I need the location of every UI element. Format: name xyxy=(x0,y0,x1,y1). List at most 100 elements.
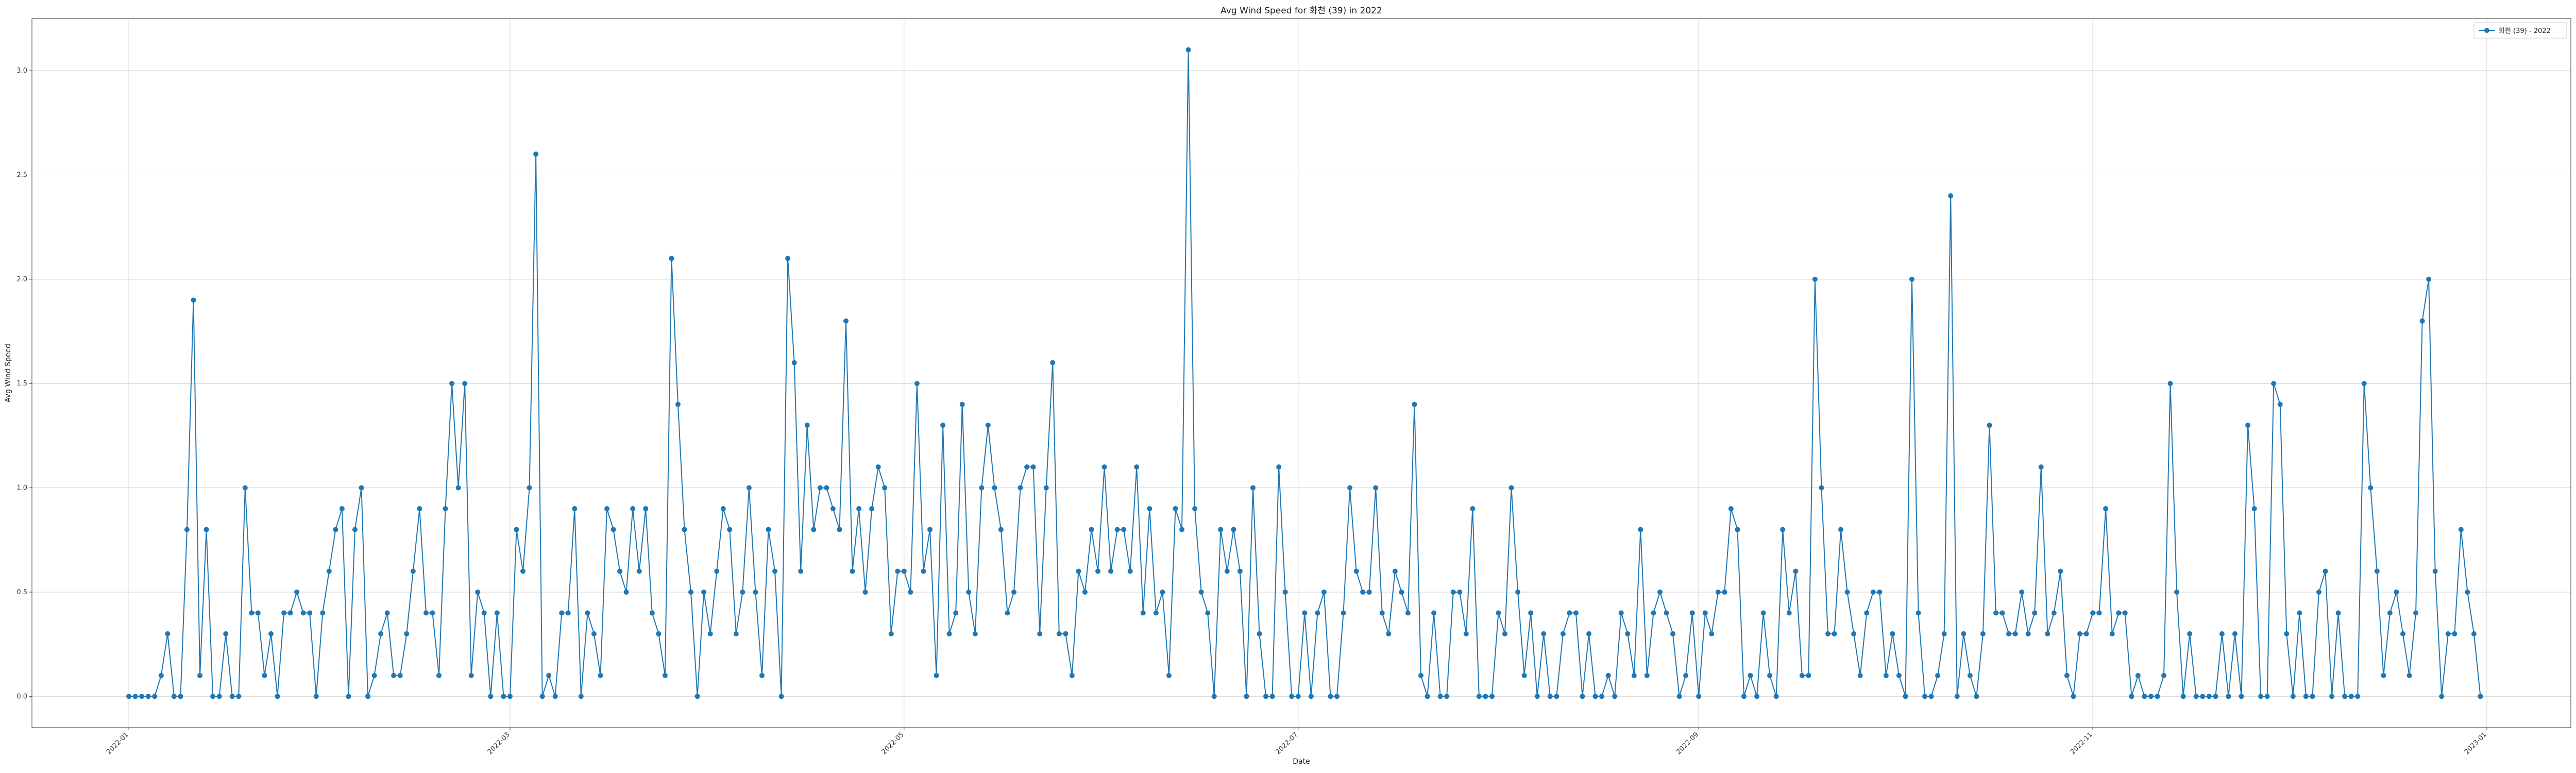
data-point xyxy=(1018,485,1023,491)
data-point xyxy=(1076,568,1081,574)
data-point xyxy=(1366,589,1372,595)
data-point xyxy=(940,423,946,428)
data-point xyxy=(1160,589,1165,595)
data-point xyxy=(1050,360,1056,365)
data-point xyxy=(430,610,435,616)
data-point xyxy=(1231,527,1236,532)
data-point xyxy=(1308,694,1314,699)
data-point xyxy=(824,485,829,491)
data-point xyxy=(436,673,442,678)
data-point xyxy=(229,694,235,699)
data-point xyxy=(520,568,526,574)
data-point xyxy=(1702,610,1708,616)
y-tick-label: 2.5 xyxy=(16,172,27,179)
legend-label: 화천 (39) - 2022 xyxy=(2499,27,2551,35)
data-point xyxy=(649,610,655,616)
data-point xyxy=(2251,506,2257,512)
data-point xyxy=(817,485,823,491)
data-point xyxy=(1838,527,1844,532)
data-point xyxy=(998,527,1004,532)
data-point xyxy=(1063,631,1069,636)
data-point xyxy=(191,297,196,303)
data-point xyxy=(333,527,338,532)
data-point xyxy=(1218,527,1224,532)
data-point xyxy=(2135,673,2141,678)
data-point xyxy=(617,568,623,574)
data-point xyxy=(636,568,642,574)
data-point xyxy=(184,527,190,532)
data-point xyxy=(1864,610,1870,616)
data-point xyxy=(1696,694,1702,699)
data-point xyxy=(2180,694,2186,699)
data-point xyxy=(2426,276,2432,282)
data-point xyxy=(359,485,364,491)
data-point xyxy=(475,589,481,595)
data-point xyxy=(1857,673,1863,678)
data-point xyxy=(2058,568,2063,574)
data-point xyxy=(1954,694,1960,699)
data-point xyxy=(934,673,939,678)
data-point xyxy=(1011,589,1016,595)
data-point xyxy=(2465,589,2470,595)
data-point xyxy=(281,610,287,616)
data-point xyxy=(139,694,145,699)
data-point xyxy=(598,673,603,678)
data-point xyxy=(759,673,765,678)
grid xyxy=(32,19,2571,728)
data-point xyxy=(2258,694,2264,699)
data-point xyxy=(2096,610,2102,616)
data-point xyxy=(1347,485,1353,491)
data-point xyxy=(675,401,681,407)
data-point xyxy=(643,506,649,512)
data-point xyxy=(1670,631,1676,636)
data-point xyxy=(1134,464,1140,470)
data-point xyxy=(294,589,300,595)
data-point xyxy=(1748,673,1753,678)
data-point xyxy=(320,610,326,616)
data-point xyxy=(2200,694,2206,699)
data-point xyxy=(1999,610,2005,616)
data-point xyxy=(1224,568,1230,574)
data-point xyxy=(2342,694,2348,699)
data-point xyxy=(1812,276,1818,282)
data-point xyxy=(371,673,377,678)
data-point xyxy=(1321,589,1327,595)
series-layer xyxy=(126,47,2483,699)
data-point xyxy=(1405,610,1411,616)
data-point xyxy=(1922,694,1928,699)
data-point xyxy=(882,485,888,491)
data-point xyxy=(1786,610,1792,616)
data-point xyxy=(1179,527,1185,532)
data-point xyxy=(2290,694,2296,699)
data-point xyxy=(1024,464,1030,470)
data-point xyxy=(1896,673,1902,678)
data-point xyxy=(2419,318,2425,324)
data-point xyxy=(1166,673,1172,678)
data-point xyxy=(1095,568,1101,574)
data-point xyxy=(591,631,597,636)
data-point xyxy=(1967,673,1973,678)
legend-box xyxy=(2473,22,2567,39)
data-point xyxy=(2381,673,2386,678)
data-point xyxy=(255,610,261,616)
data-point xyxy=(1205,610,1211,616)
data-point xyxy=(1250,485,1256,491)
data-point xyxy=(2394,589,2399,595)
data-point xyxy=(1799,673,1805,678)
data-point xyxy=(2458,527,2464,532)
data-point xyxy=(901,568,907,574)
data-point xyxy=(2012,631,2018,636)
y-tick-label: 2.0 xyxy=(16,276,27,283)
data-point xyxy=(707,631,713,636)
data-point xyxy=(1941,631,1947,636)
data-point xyxy=(2006,631,2012,636)
data-point xyxy=(1521,673,1527,678)
data-point xyxy=(1276,464,1282,470)
data-point xyxy=(869,506,875,512)
data-point xyxy=(1760,610,1766,616)
data-point xyxy=(507,694,513,699)
data-point xyxy=(1541,631,1547,636)
data-point xyxy=(1114,527,1120,532)
data-point xyxy=(2329,694,2335,699)
data-point xyxy=(1851,631,1857,636)
